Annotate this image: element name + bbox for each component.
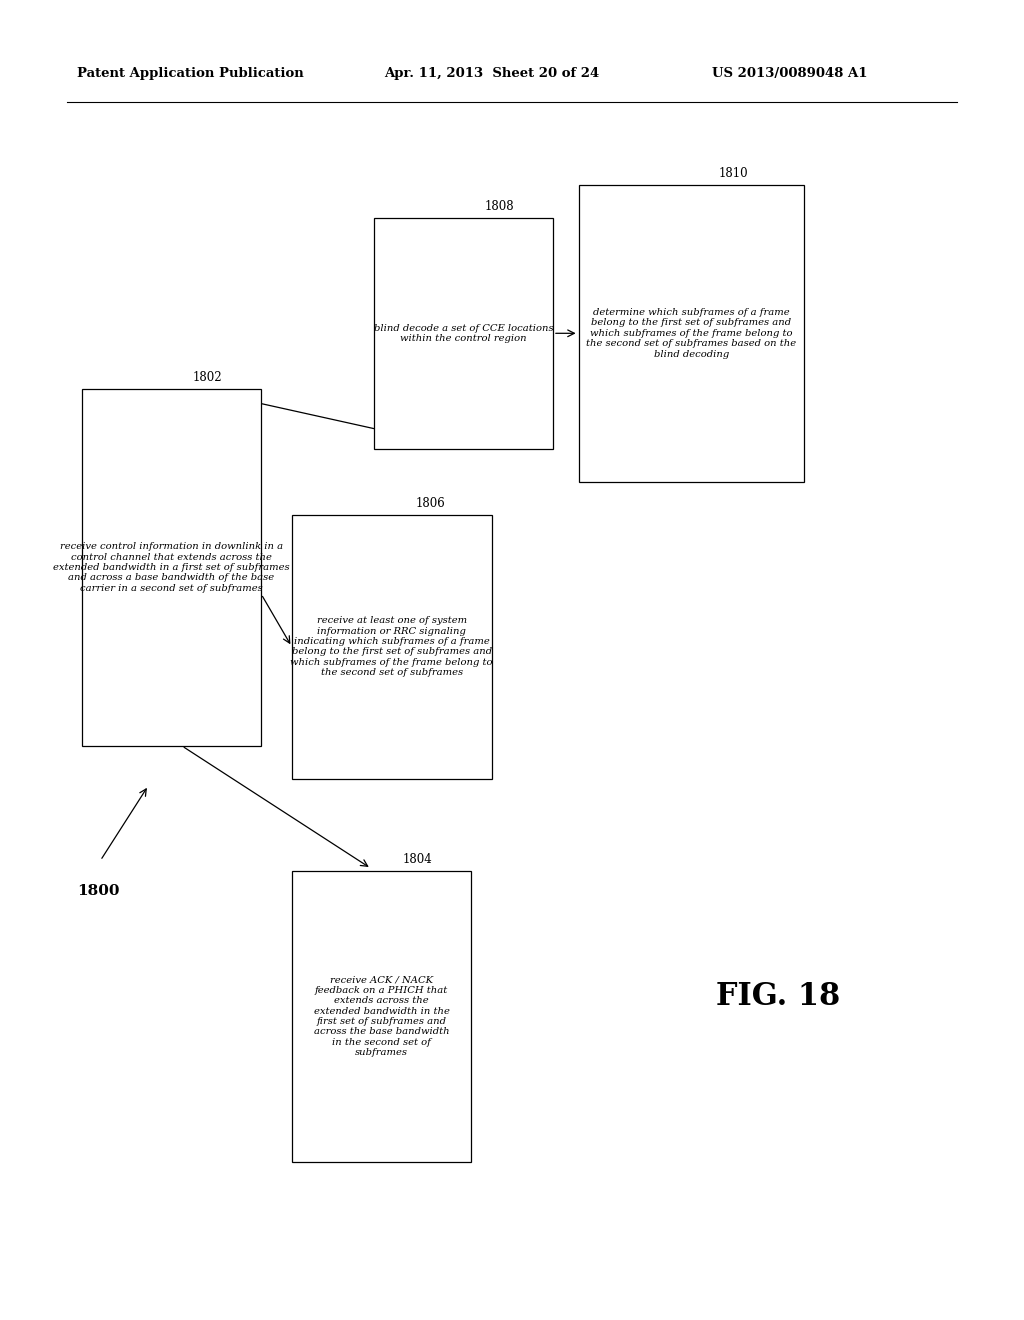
Text: 1800: 1800 (77, 884, 120, 898)
Text: blind decode a set of CCE locations
within the control region: blind decode a set of CCE locations with… (374, 323, 553, 343)
Text: Apr. 11, 2013  Sheet 20 of 24: Apr. 11, 2013 Sheet 20 of 24 (384, 67, 599, 81)
Text: receive ACK / NACK
feedback on a PHICH that
extends across the
extended bandwidt: receive ACK / NACK feedback on a PHICH t… (313, 975, 450, 1057)
Text: 1806: 1806 (416, 496, 445, 510)
Text: FIG. 18: FIG. 18 (716, 981, 841, 1012)
Text: Patent Application Publication: Patent Application Publication (77, 67, 303, 81)
Text: US 2013/0089048 A1: US 2013/0089048 A1 (712, 67, 867, 81)
Text: receive at least one of system
information or RRC signaling
indicating which sub: receive at least one of system informati… (291, 616, 493, 677)
Text: determine which subframes of a frame
belong to the first set of subframes and
wh: determine which subframes of a frame bel… (586, 308, 797, 359)
Text: 1810: 1810 (718, 166, 748, 180)
Text: receive control information in downlink in a
control channel that extends across: receive control information in downlink … (53, 543, 290, 593)
Text: 1808: 1808 (485, 199, 514, 213)
Text: 1804: 1804 (402, 853, 433, 866)
Text: 1802: 1802 (193, 371, 222, 384)
